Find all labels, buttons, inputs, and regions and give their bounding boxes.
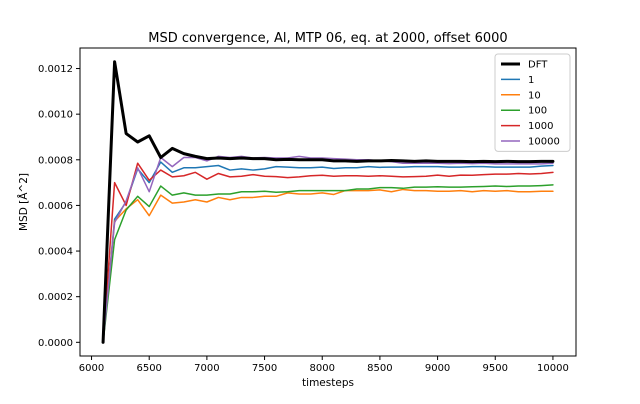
series-layer	[101, 60, 555, 344]
legend-label-3: 100	[528, 106, 547, 117]
y-tick-label-6: 0.0012	[38, 64, 73, 75]
series-line-5	[102, 155, 554, 344]
legend-label-0: DFT	[528, 60, 548, 71]
series-line-1	[102, 161, 554, 344]
y-tick-label-0: 0.0000	[38, 338, 73, 349]
series-line-2	[102, 188, 554, 344]
x-tick-label-6: 9000	[425, 363, 450, 374]
legend-label-4: 1000	[528, 121, 553, 132]
legend-label-2: 10	[528, 90, 541, 101]
legend: DFT 1 10 100 1000 10000	[494, 53, 571, 152]
series-line-4	[102, 162, 554, 344]
y-axis-label: MSD [Å^2]	[17, 173, 30, 231]
legend-label-1: 1	[528, 75, 534, 86]
x-tick-label-8: 10000	[537, 363, 569, 374]
y-tick-label-4: 0.0008	[38, 155, 73, 166]
y-tick-label-2: 0.0004	[38, 247, 73, 258]
x-axis-label: timesteps	[302, 377, 354, 389]
x-tick-label-4: 8000	[310, 363, 335, 374]
legend-label-5: 10000	[528, 137, 560, 148]
x-tick-label-0: 6000	[79, 363, 104, 374]
legend-box	[494, 53, 571, 152]
series-line-3	[102, 184, 554, 344]
y-tick-label-3: 0.0006	[38, 201, 73, 212]
ticks-layer: 6000 6500 7000 7500 8000 8500 9000 9500 10000 0.0…	[38, 64, 569, 374]
x-tick-label-3: 7500	[252, 363, 277, 374]
chart-title: MSD convergence, Al, MTP 06, eq. at 2000…	[148, 31, 507, 46]
y-tick-label-1: 0.0002	[38, 292, 73, 303]
plot-frame	[79, 47, 577, 357]
x-tick-label-7: 9500	[483, 363, 508, 374]
x-tick-label-2: 7000	[194, 363, 219, 374]
y-tick-label-5: 0.0010	[38, 110, 73, 121]
x-tick-label-1: 6500	[136, 363, 161, 374]
x-tick-label-5: 8500	[367, 363, 392, 374]
series-line-0	[101, 60, 555, 344]
